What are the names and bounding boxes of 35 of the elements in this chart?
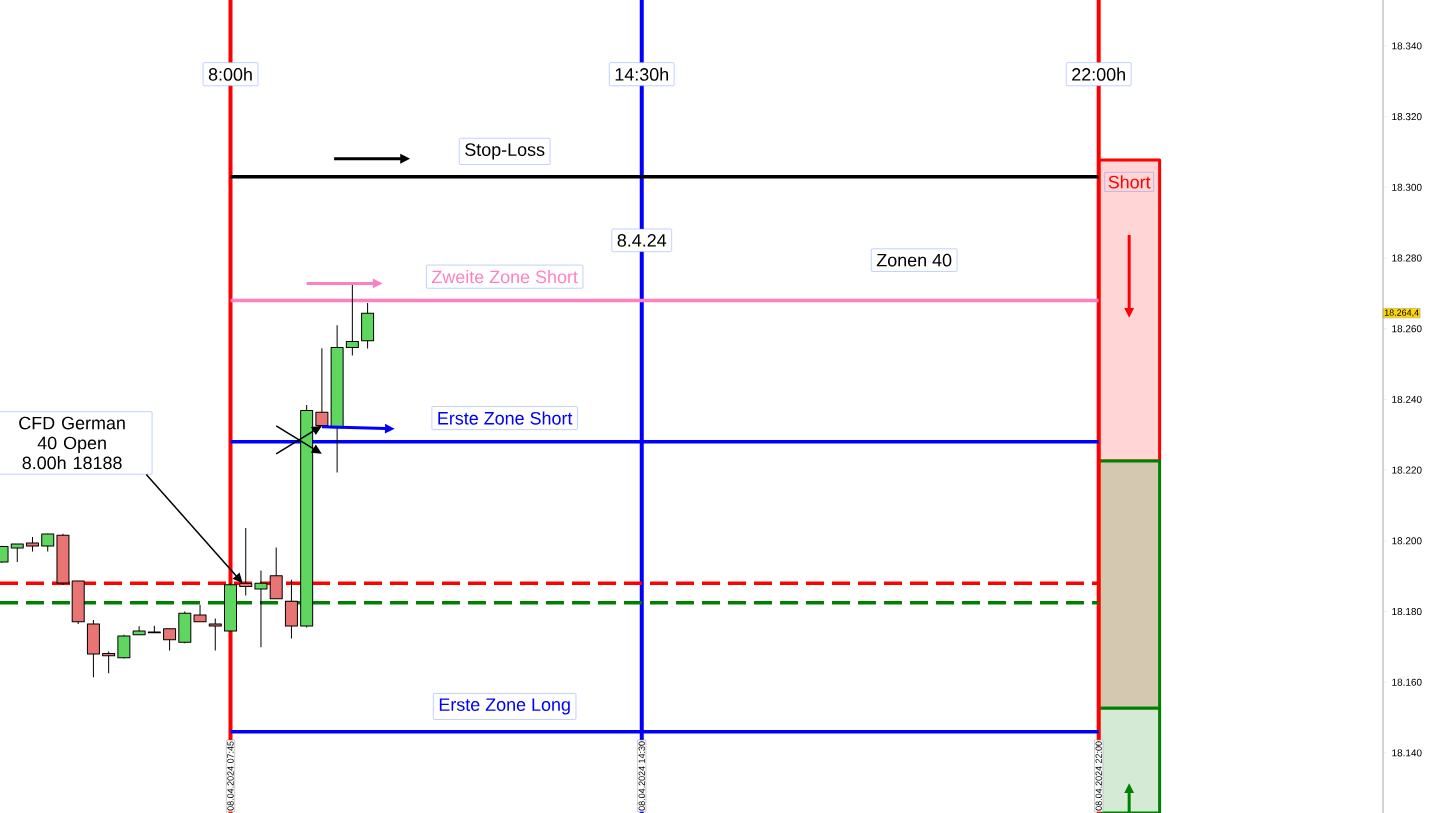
band-label: Short xyxy=(1108,175,1151,189)
ref-line-label: Erste Zone Short xyxy=(438,411,573,425)
y-tick-label: 18.240 xyxy=(1392,395,1422,403)
x-tick-label: 08.04.2024 07:45 xyxy=(227,741,234,811)
annotation: 8.4.24 xyxy=(617,233,667,247)
y-tick-label: 18.260 xyxy=(1392,325,1422,333)
y-tick-label: 18.200 xyxy=(1392,537,1422,545)
candlestick xyxy=(269,547,283,600)
y-tick-label: 18.180 xyxy=(1392,607,1422,616)
annotation: 14:30h xyxy=(615,67,669,81)
y-tick-label: 18.220 xyxy=(1392,466,1422,474)
candlestick xyxy=(102,650,116,674)
ref-line-label: Stop-Loss xyxy=(465,143,545,160)
y-tick-label: 18.160 xyxy=(1392,678,1422,686)
candlestick xyxy=(132,625,146,636)
candlestick xyxy=(254,570,268,648)
x-tick-label: 08.04.2024 14:30 xyxy=(638,741,645,811)
annotation: Zonen 40 xyxy=(876,253,952,267)
candlestick xyxy=(193,604,207,623)
candlestick xyxy=(10,543,24,563)
candlestick xyxy=(345,282,359,357)
candlestick xyxy=(163,628,177,651)
x-tick-label: 08.04.2024 22:00 xyxy=(1095,741,1102,811)
annotation: 8:00h xyxy=(208,67,252,81)
annotation: CFD German 40 Open 8.00h 18188 xyxy=(19,416,125,470)
y-tick-label: 18.320 xyxy=(1392,113,1422,121)
candlestick xyxy=(208,618,222,651)
annotation: 22:00h xyxy=(1072,67,1125,81)
y-tick-label: 18.340 xyxy=(1392,42,1422,50)
y-tick-label: 18.140 xyxy=(1392,749,1422,757)
ref-line-label: Zweite Zone Short xyxy=(431,270,578,284)
text: 18.264,4 xyxy=(1384,309,1419,317)
y-tick-label: 18.300 xyxy=(1392,183,1422,191)
ref-line-label: Erste Zone Long xyxy=(439,698,570,715)
y-tick-label: 18.280 xyxy=(1392,254,1422,262)
